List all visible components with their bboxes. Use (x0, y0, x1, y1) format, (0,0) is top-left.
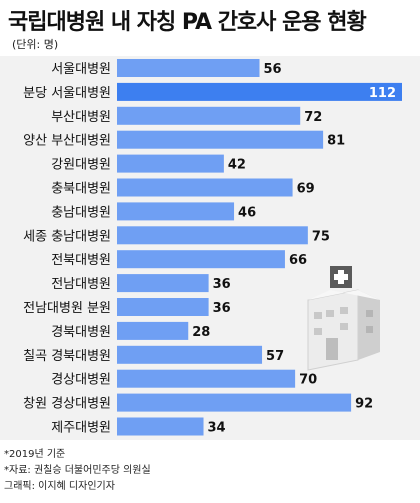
bar (117, 393, 352, 412)
bar (117, 298, 209, 316)
bar (117, 59, 260, 77)
bar (117, 202, 235, 221)
value-label: 42 (228, 158, 246, 173)
footnote-credit: 그래픽: 이지혜 디자인기자 (4, 481, 115, 492)
value-label: 81 (327, 134, 345, 149)
bar (117, 82, 402, 101)
bar (117, 226, 308, 245)
value-label: 66 (289, 253, 307, 268)
category-label: 세종 충남대병원 (23, 229, 111, 244)
bar (117, 250, 285, 269)
bar (117, 369, 296, 388)
footnote-source: *자료: 권칠승 더불어민주당 의원실 (4, 465, 151, 476)
bar (117, 154, 224, 173)
value-label: 46 (238, 205, 256, 220)
category-label: 전북대병원 (51, 253, 111, 268)
value-label: 28 (192, 325, 210, 340)
category-label: 서울대병원 (51, 62, 111, 77)
value-label: 70 (299, 373, 317, 388)
unit-label: (단위: 명) (12, 38, 59, 51)
category-label: 경북대병원 (51, 325, 111, 340)
value-label: 34 (208, 421, 226, 436)
category-label: 분당 서울대병원 (23, 86, 111, 101)
chart-title: 국립대병원 내 자칭 PA 간호사 운용 현황 (8, 10, 367, 35)
category-label: 부산대병원 (51, 110, 111, 125)
footnote-base-year: *2019년 기준 (4, 449, 66, 460)
value-label: 75 (312, 229, 330, 244)
category-label: 창원 경상대병원 (23, 397, 111, 412)
bar (117, 130, 324, 149)
value-label: 36 (213, 277, 231, 292)
bar (117, 321, 189, 340)
bar (117, 417, 204, 436)
category-label: 경상대병원 (51, 373, 111, 388)
value-label: 56 (264, 62, 282, 77)
value-label: 57 (266, 349, 284, 364)
category-label: 충북대병원 (51, 182, 111, 197)
category-label: 강원대병원 (51, 158, 111, 173)
value-label: 69 (297, 182, 315, 197)
bar (117, 178, 293, 197)
value-label: 36 (213, 301, 231, 316)
category-label: 충남대병원 (51, 205, 111, 220)
value-label: 92 (355, 397, 373, 412)
footnotes: *2019년 기준 *자료: 권칠승 더불어민주당 의원실 그래픽: 이지혜 디… (4, 447, 151, 495)
value-label: 72 (304, 110, 322, 125)
category-label: 칠곡 경북대병원 (23, 349, 111, 364)
bar (117, 274, 209, 293)
bar (117, 345, 263, 364)
bar (117, 106, 301, 125)
category-label: 양산 부산대병원 (23, 134, 111, 149)
value-label: 112 (369, 86, 396, 101)
category-label: 전남대병원 분원 (23, 301, 111, 316)
category-label: 제주대병원 (51, 421, 111, 436)
category-label: 전남대병원 (51, 277, 111, 292)
